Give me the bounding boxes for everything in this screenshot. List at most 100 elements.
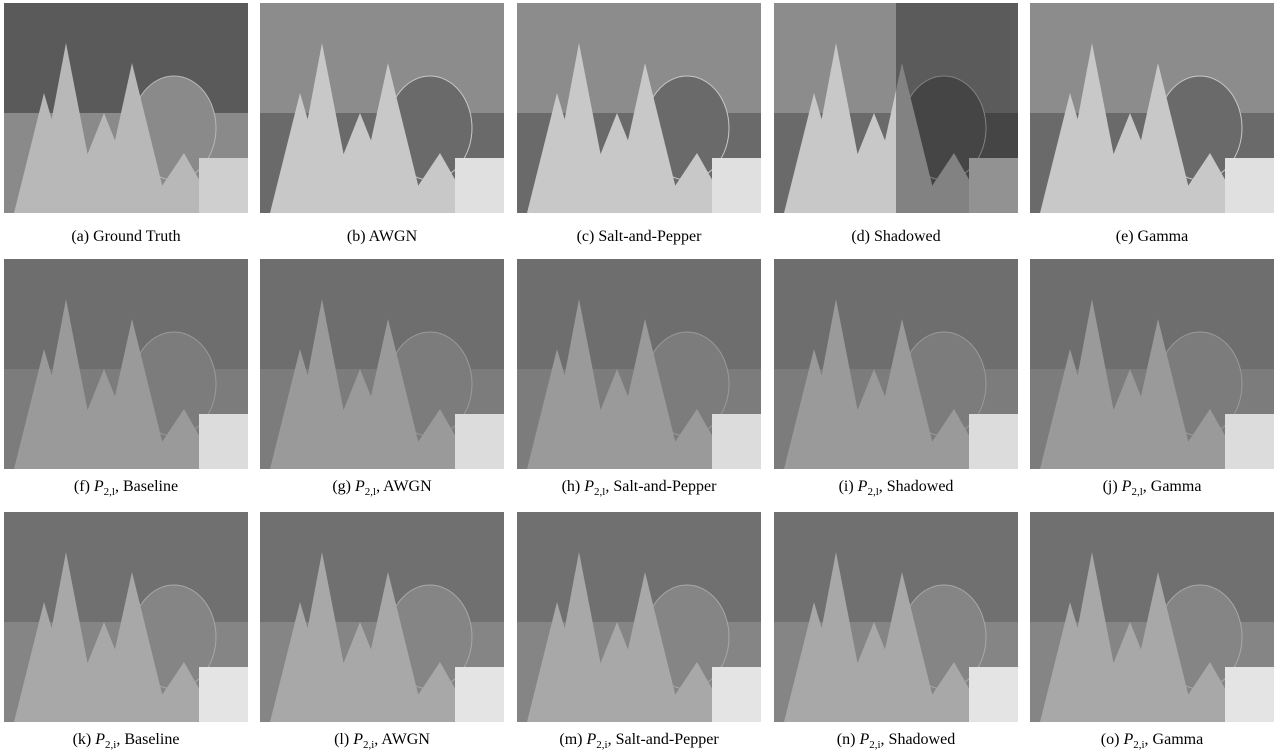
panel-caption: (n) P2,i, Shadowed bbox=[764, 731, 1028, 751]
caption-symbol: P bbox=[584, 478, 594, 495]
caption-symbol: P bbox=[1123, 731, 1133, 748]
panel-caption: (j) P2,l, Gamma bbox=[1020, 478, 1275, 498]
caption-label: (h) bbox=[562, 478, 581, 495]
figure-page: {"figure": {"rows": [ [{"label": "(a)", … bbox=[0, 0, 1275, 753]
panel-image bbox=[260, 259, 504, 469]
caption-symbol: P bbox=[95, 731, 105, 748]
caption-label: (g) bbox=[332, 478, 351, 495]
figure-panel bbox=[517, 512, 761, 722]
box-shape bbox=[199, 158, 248, 213]
panel-image bbox=[774, 3, 1018, 213]
panel-image bbox=[517, 3, 761, 213]
panel-image bbox=[260, 512, 504, 722]
caption-label: (n) bbox=[837, 731, 856, 748]
panel-image bbox=[1030, 259, 1274, 469]
caption-text: , Baseline bbox=[115, 478, 178, 495]
panel-caption: (g) P2,l, AWGN bbox=[250, 478, 514, 498]
panel-image bbox=[4, 512, 248, 722]
caption-label: (a) bbox=[71, 228, 89, 245]
caption-subscript: 2,i bbox=[1133, 739, 1144, 751]
caption-symbol: P bbox=[1122, 478, 1132, 495]
box-shape bbox=[199, 667, 248, 722]
caption-subscript: 2,l bbox=[867, 486, 878, 498]
figure-panel bbox=[260, 259, 504, 469]
caption-text: Shadowed bbox=[874, 228, 941, 245]
caption-subscript: 2,l bbox=[1131, 486, 1142, 498]
box-shape bbox=[199, 414, 248, 469]
panel-caption: (c) Salt-and-Pepper bbox=[507, 228, 771, 246]
box-shape bbox=[969, 414, 1018, 469]
caption-text: Salt-and-Pepper bbox=[598, 228, 701, 245]
caption-label: (o) bbox=[1101, 731, 1120, 748]
caption-text: , AWGN bbox=[374, 731, 430, 748]
caption-text: , Salt-and-Pepper bbox=[605, 478, 716, 495]
panel-caption: (e) Gamma bbox=[1020, 228, 1275, 246]
box-shape bbox=[712, 667, 761, 722]
caption-label: (m) bbox=[559, 731, 582, 748]
panel-caption: (f) P2,l, Baseline bbox=[0, 478, 258, 498]
caption-text: Ground Truth bbox=[93, 228, 181, 245]
box-shape bbox=[969, 667, 1018, 722]
panel-image bbox=[774, 259, 1018, 469]
caption-subscript: 2,i bbox=[596, 739, 607, 751]
panel-image bbox=[517, 259, 761, 469]
figure-panel bbox=[260, 3, 504, 213]
caption-label: (j) bbox=[1103, 478, 1118, 495]
caption-label: (l) bbox=[334, 731, 349, 748]
caption-label: (d) bbox=[851, 228, 870, 245]
panel-caption: (b) AWGN bbox=[250, 228, 514, 246]
shadow-overlay bbox=[896, 3, 1018, 213]
box-shape bbox=[455, 667, 504, 722]
figure-panel bbox=[4, 512, 248, 722]
panel-caption: (m) P2,i, Salt-and-Pepper bbox=[507, 731, 771, 751]
panel-image bbox=[260, 3, 504, 213]
caption-subscript: 2,i bbox=[363, 739, 374, 751]
caption-text: AWGN bbox=[369, 228, 417, 245]
caption-label: (e) bbox=[1116, 228, 1134, 245]
caption-label: (i) bbox=[839, 478, 854, 495]
panel-image bbox=[517, 512, 761, 722]
caption-text: , Salt-and-Pepper bbox=[608, 731, 719, 748]
box-shape bbox=[455, 158, 504, 213]
caption-subscript: 2,l bbox=[594, 486, 605, 498]
caption-text: , Baseline bbox=[116, 731, 179, 748]
figure-panel bbox=[1030, 512, 1274, 722]
panel-caption: (a) Ground Truth bbox=[0, 228, 258, 246]
figure-panel bbox=[517, 259, 761, 469]
figure-panel bbox=[260, 512, 504, 722]
panel-caption: (h) P2,l, Salt-and-Pepper bbox=[507, 478, 771, 498]
box-shape bbox=[1225, 158, 1274, 213]
panel-image bbox=[4, 259, 248, 469]
caption-symbol: P bbox=[858, 478, 868, 495]
caption-text: Gamma bbox=[1138, 228, 1189, 245]
caption-symbol: P bbox=[586, 731, 596, 748]
panel-image bbox=[1030, 3, 1274, 213]
caption-symbol: P bbox=[353, 731, 363, 748]
box-shape bbox=[455, 414, 504, 469]
caption-symbol: P bbox=[355, 478, 365, 495]
caption-label: (f) bbox=[74, 478, 90, 495]
panel-caption: (k) P2,i, Baseline bbox=[0, 731, 258, 751]
panel-image bbox=[774, 512, 1018, 722]
caption-subscript: 2,l bbox=[365, 486, 376, 498]
caption-subscript: 2,i bbox=[105, 739, 116, 751]
caption-subscript: 2,i bbox=[869, 739, 880, 751]
figure-panel bbox=[774, 512, 1018, 722]
box-shape bbox=[1225, 414, 1274, 469]
figure-panel bbox=[1030, 3, 1274, 213]
box-shape bbox=[1225, 667, 1274, 722]
caption-subscript: 2,l bbox=[104, 486, 115, 498]
caption-text: , Shadowed bbox=[881, 731, 956, 748]
panel-image bbox=[1030, 512, 1274, 722]
caption-label: (b) bbox=[347, 228, 366, 245]
figure-panel bbox=[774, 3, 1018, 213]
panel-caption: (l) P2,i, AWGN bbox=[250, 731, 514, 751]
caption-text: , Gamma bbox=[1145, 731, 1204, 748]
caption-text: , Gamma bbox=[1143, 478, 1202, 495]
caption-symbol: P bbox=[94, 478, 104, 495]
caption-text: , Shadowed bbox=[879, 478, 954, 495]
caption-text: , AWGN bbox=[376, 478, 432, 495]
figure-panel bbox=[774, 259, 1018, 469]
figure-panel bbox=[1030, 259, 1274, 469]
caption-label: (k) bbox=[73, 731, 92, 748]
